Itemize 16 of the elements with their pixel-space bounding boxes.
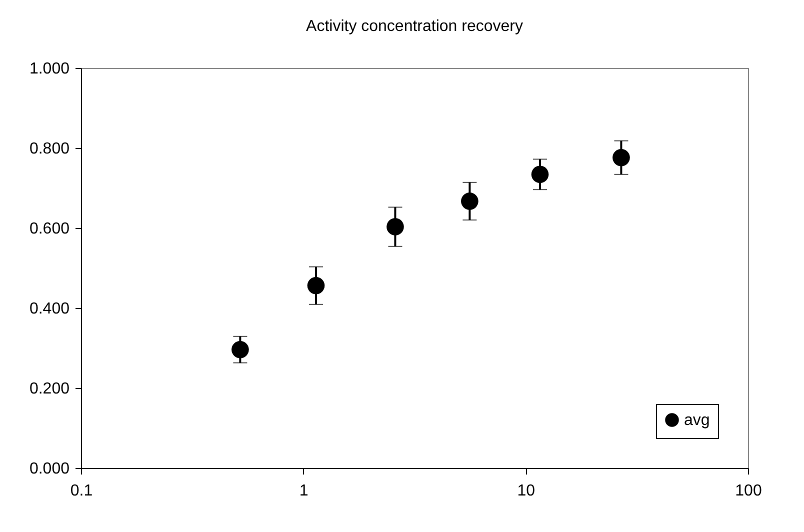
x-tick-label: 0.1 (70, 482, 93, 500)
point (307, 276, 325, 294)
y-tick-label: 0.400 (29, 300, 70, 318)
y-tick-label: 0.600 (29, 220, 70, 238)
y-tick-label: 0.800 (29, 140, 70, 158)
y-tick-label: 0.000 (29, 460, 70, 478)
y-tick-label: 0.200 (29, 380, 70, 398)
point (232, 340, 249, 358)
x-tick-label: 1 (299, 482, 308, 500)
x-tick-label: 100 (735, 482, 762, 500)
point (461, 192, 478, 210)
legend-label: avg (684, 412, 710, 429)
y-tick-label: 1.000 (29, 60, 70, 78)
x-tick-label: 10 (517, 482, 536, 500)
point (612, 148, 630, 166)
chart-title: Activity concentration recovery (306, 18, 523, 35)
